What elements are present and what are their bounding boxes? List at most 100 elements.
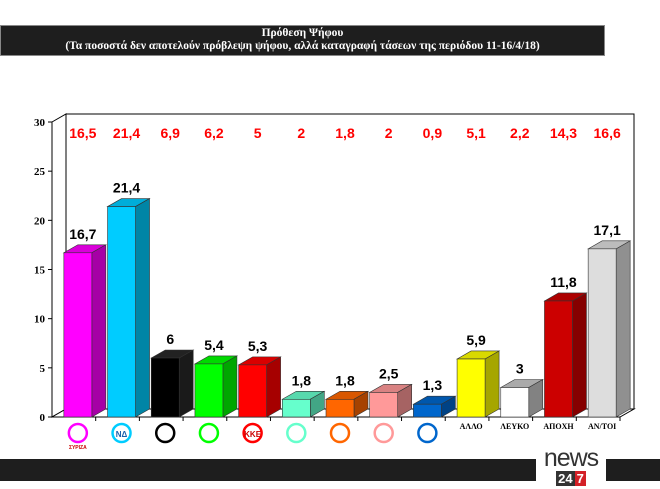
previous-value-label: 5,1	[466, 125, 486, 141]
bar-4	[193, 355, 239, 418]
bar-front	[369, 392, 398, 418]
bar-front	[150, 357, 180, 418]
bar-7	[324, 390, 370, 418]
logo-mark	[67, 422, 89, 444]
bar-front	[63, 252, 93, 418]
bar-front	[500, 387, 530, 418]
bar-side	[572, 292, 587, 418]
y-tick-label: 15	[34, 265, 46, 277]
previous-value-label: 14,3	[550, 125, 577, 141]
logo-num2: 7	[574, 471, 586, 486]
previous-value-label: 16,5	[69, 125, 96, 141]
bar-front	[587, 248, 617, 418]
bar-front	[107, 206, 136, 418]
bar-11	[499, 378, 544, 418]
bar-front	[282, 398, 311, 418]
y-tick-label: 5	[40, 363, 46, 375]
x-category-label: ΑΠΟΧΗ	[543, 422, 574, 431]
chart-subtitle: (Τα ποσοστά δεν αποτελούν πρόβλεψη ψήφου…	[65, 40, 540, 52]
value-label: 16,7	[69, 226, 96, 242]
bar-1	[62, 244, 107, 418]
previous-value-label: 2,2	[510, 125, 530, 141]
party-logo-icon	[154, 422, 176, 444]
logo-mark	[154, 422, 176, 444]
bar-side	[615, 240, 631, 418]
party-logo-icon: ΚΚΕ	[242, 422, 263, 444]
y-tick-label: 10	[34, 314, 46, 326]
y-tick-label: 20	[34, 215, 46, 227]
logo-mark	[286, 422, 307, 444]
value-label: 17,1	[594, 222, 621, 238]
bar-9	[412, 395, 457, 418]
bar-8	[368, 383, 413, 418]
previous-value-label: 6,9	[160, 125, 180, 141]
party-logo-icon: ΝΔ	[111, 422, 132, 444]
chart-title: Πρόθεση Ψήφου	[261, 27, 344, 39]
y-tick-label: 25	[34, 166, 46, 178]
value-label: 11,8	[550, 274, 577, 290]
logo-mark	[417, 422, 438, 444]
logo-mark	[329, 422, 351, 444]
previous-value-label: 21,4	[113, 125, 140, 141]
bar-6	[281, 390, 326, 418]
value-label: 3	[516, 361, 524, 377]
logo-text: ΚΚΕ	[244, 430, 262, 439]
party-logo-icon	[329, 422, 351, 444]
logo-mark	[373, 422, 394, 444]
logo-text: news	[543, 444, 599, 472]
x-category-label: ΛΕΥΚΟ	[500, 422, 529, 431]
party-logo-icon	[198, 422, 220, 444]
previous-value-label: 6,2	[204, 125, 224, 141]
x-category-label: ΑΝ/ΤΟΙ	[588, 422, 616, 431]
party-logo-icon	[417, 422, 438, 444]
bar-side	[222, 355, 238, 418]
bar-front	[456, 358, 486, 418]
party-logo-icon	[373, 422, 394, 444]
bar-side	[178, 349, 194, 418]
footer-bar	[0, 459, 660, 481]
bar-5	[237, 356, 282, 418]
logo-mark	[198, 422, 220, 444]
previous-value-label: 1,8	[335, 125, 355, 141]
y-tick-label: 30	[34, 117, 46, 129]
value-label: 5,3	[248, 338, 268, 354]
logo-mark	[242, 422, 263, 444]
previous-value-label: 2	[385, 125, 393, 141]
bar-front	[325, 398, 355, 418]
logo-text: ΣΥΡΙΖΑ	[69, 445, 87, 451]
value-label: 2,5	[379, 365, 399, 381]
value-label: 21,4	[113, 180, 140, 196]
bar-front	[194, 363, 224, 418]
party-logo-icon	[286, 422, 307, 444]
logo-text: ΝΔ	[116, 430, 128, 439]
y-tick-label: 0	[40, 412, 46, 424]
previous-value-label: 5	[254, 125, 262, 141]
bar-front	[238, 364, 267, 418]
bar-side	[484, 350, 500, 418]
previous-value-label: 2	[297, 125, 305, 141]
bar-side	[135, 198, 150, 418]
x-category-label: ΑΛΛΟ	[460, 422, 483, 431]
bar-2	[106, 198, 151, 418]
logo-num1: 24	[556, 471, 575, 486]
value-label: 6	[166, 331, 174, 347]
previous-value-label: 0,9	[423, 125, 443, 141]
bar-13	[587, 240, 632, 418]
value-label: 1,8	[292, 372, 312, 388]
value-label: 1,3	[423, 377, 443, 393]
news247-logo: news 24 7	[536, 446, 606, 489]
bar-12	[543, 292, 588, 418]
value-label: 5,4	[204, 337, 224, 353]
title-bar: Πρόθεση Ψήφου (Τα ποσοστά δεν αποτελούν …	[0, 25, 605, 56]
value-label: 5,9	[466, 332, 486, 348]
bar-side	[266, 356, 281, 418]
logo-mark	[111, 422, 132, 444]
bar-front	[413, 403, 442, 418]
bar-front	[544, 300, 573, 418]
value-label: 1,8	[335, 372, 355, 388]
bar-side	[91, 244, 107, 418]
bar-10	[455, 350, 501, 418]
party-logo-icon: ΣΥΡΙΖΑ	[67, 422, 89, 451]
previous-value-label: 16,6	[594, 125, 621, 141]
